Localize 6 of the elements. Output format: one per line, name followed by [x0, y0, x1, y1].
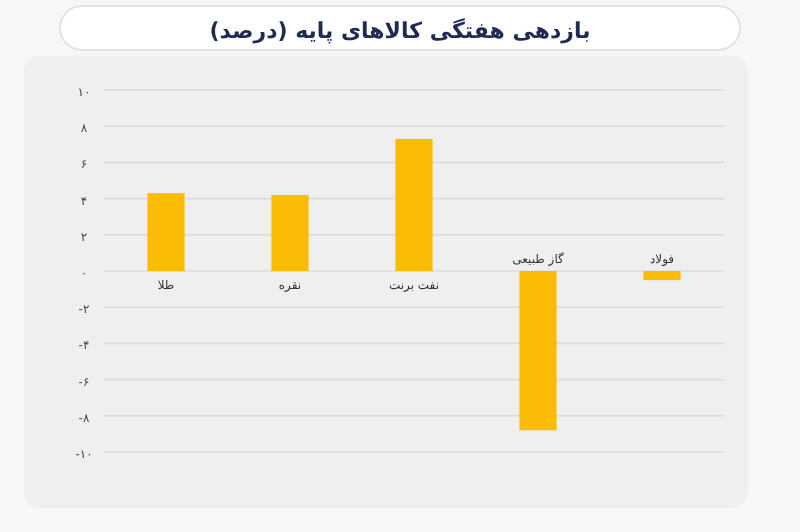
bar	[271, 194, 309, 271]
bar	[395, 138, 433, 271]
bar	[147, 193, 185, 271]
chart-title: بازدهی هفتگی کالاهای پایه (درصد)	[209, 18, 591, 44]
bar	[519, 271, 557, 431]
bar	[643, 271, 681, 281]
